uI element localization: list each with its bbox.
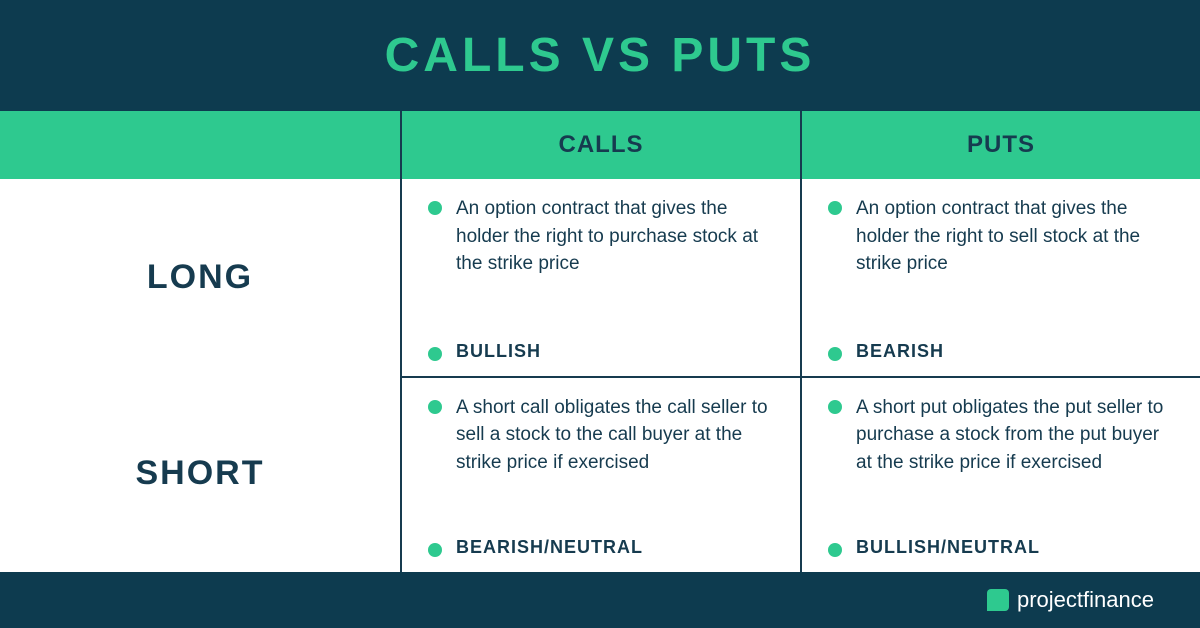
sentiment-text: BEARISH/NEUTRAL — [456, 537, 643, 558]
bullet-icon — [428, 347, 442, 361]
cell-short-calls: A short call obligates the call seller t… — [400, 376, 800, 573]
comparison-table: CALLS PUTS LONG An option contract that … — [0, 111, 1200, 572]
row-label-long: LONG — [0, 179, 400, 376]
description-text: A short call obligates the call seller t… — [456, 394, 774, 477]
page-title: CALLS VS PUTS — [0, 0, 1200, 111]
bullet-icon — [828, 201, 842, 215]
bullet-icon — [428, 400, 442, 414]
bullet-icon — [428, 543, 442, 557]
bullet-icon — [428, 201, 442, 215]
bullet-icon — [828, 347, 842, 361]
row-label-text: LONG — [147, 258, 253, 297]
row-label-text: SHORT — [136, 454, 265, 493]
column-header-calls: CALLS — [400, 111, 800, 179]
description-text: An option contract that gives the holder… — [456, 195, 774, 278]
bullet-description: An option contract that gives the holder… — [428, 195, 774, 278]
column-header-puts: PUTS — [800, 111, 1200, 179]
description-text: An option contract that gives the holder… — [856, 195, 1174, 278]
description-text: A short put obligates the put seller to … — [856, 394, 1174, 477]
brand-text-2: finance — [1083, 587, 1154, 613]
bullet-sentiment: BEARISH — [828, 341, 1174, 362]
bullet-sentiment: BEARISH/NEUTRAL — [428, 537, 774, 558]
brand-text-1: project — [1017, 587, 1083, 613]
sentiment-text: BULLISH/NEUTRAL — [856, 537, 1040, 558]
sentiment-text: BULLISH — [456, 341, 541, 362]
bullet-description: A short call obligates the call seller t… — [428, 394, 774, 477]
cell-short-puts: A short put obligates the put seller to … — [800, 376, 1200, 573]
cell-long-puts: An option contract that gives the holder… — [800, 179, 1200, 376]
bullet-sentiment: BULLISH — [428, 341, 774, 362]
cell-long-calls: An option contract that gives the holder… — [400, 179, 800, 376]
brand-logo-icon — [987, 589, 1009, 611]
bullet-icon — [828, 543, 842, 557]
brand-name: projectfinance — [1017, 587, 1154, 613]
row-label-short: SHORT — [0, 376, 400, 573]
bullet-description: A short put obligates the put seller to … — [828, 394, 1174, 477]
sentiment-text: BEARISH — [856, 341, 944, 362]
footer: projectfinance — [0, 572, 1200, 628]
table-corner — [0, 111, 400, 179]
bullet-sentiment: BULLISH/NEUTRAL — [828, 537, 1174, 558]
infographic-container: CALLS VS PUTS CALLS PUTS LONG An option … — [0, 0, 1200, 628]
bullet-icon — [828, 400, 842, 414]
bullet-description: An option contract that gives the holder… — [828, 195, 1174, 278]
